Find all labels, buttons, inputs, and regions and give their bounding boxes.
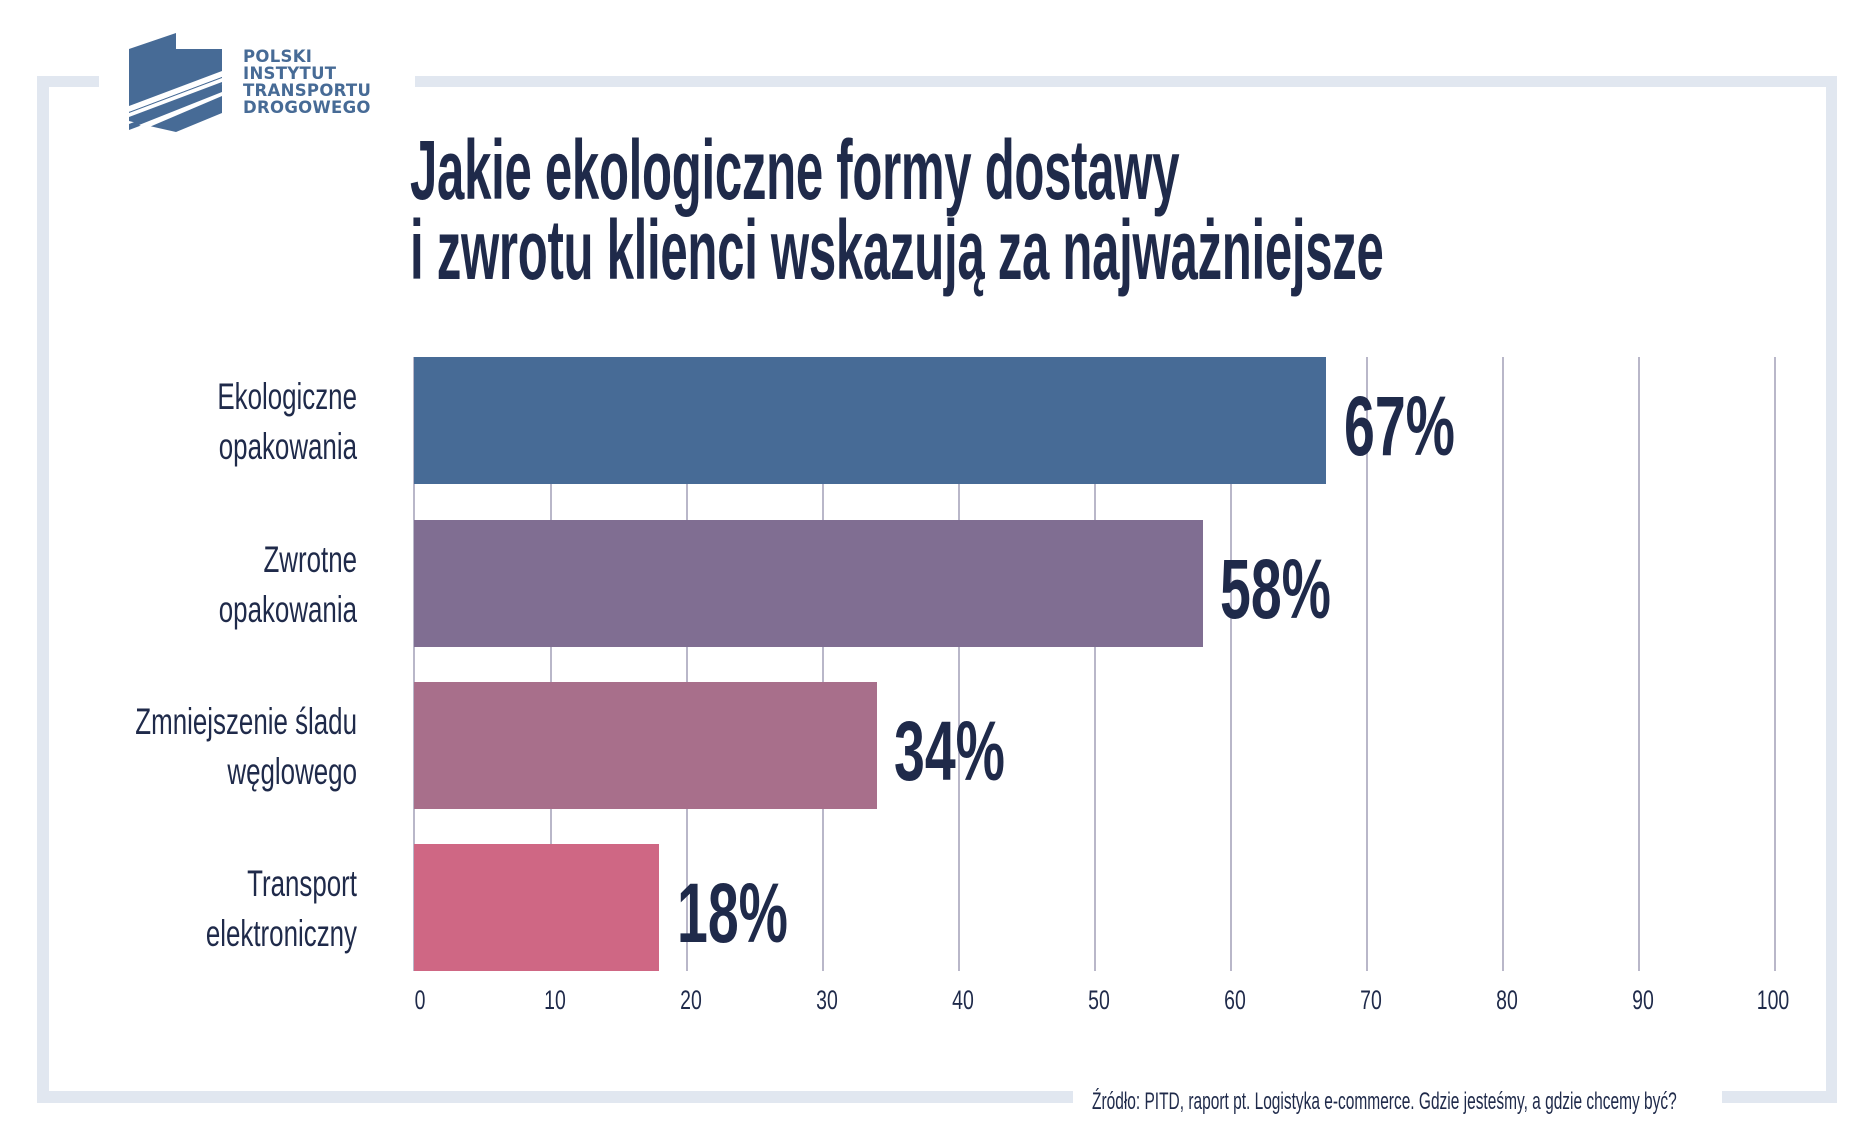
- logo-line: TRANSPORTU: [243, 81, 372, 100]
- gridline-90: [1638, 357, 1640, 971]
- x-tick: 20: [680, 985, 702, 1015]
- frame-top-right: [415, 76, 1837, 87]
- category-label-line: Ekologiczne: [217, 376, 357, 417]
- category-label: Zwrotne opakowania: [119, 535, 357, 635]
- chart-title-line-1: Jakie ekologiczne formy dostawy: [410, 123, 1180, 217]
- bar-zmniejszenie-sladu-weglowego: [414, 682, 877, 809]
- gridline-10: [550, 357, 552, 971]
- value-label: 34%: [894, 704, 1005, 798]
- gridline-100: [1774, 357, 1776, 971]
- frame-left: [37, 76, 49, 1103]
- x-tick: 40: [952, 985, 974, 1015]
- x-tick: 70: [1360, 985, 1382, 1015]
- logo-line: INSTYTUT: [243, 64, 337, 83]
- frame-bottom-left: [37, 1091, 1073, 1103]
- category-label: Zmniejszenie śladu węglowego: [119, 697, 357, 797]
- chart-title-line-2: i zwrotu klienci wskazują za najważniejs…: [410, 203, 1384, 297]
- x-tick: 10: [544, 985, 566, 1015]
- gridline-80: [1502, 357, 1504, 971]
- gridline-0: [413, 357, 415, 971]
- gridline-60: [1230, 357, 1232, 971]
- category-label-line: Zwrotne: [263, 539, 357, 580]
- category-label: Ekologiczne opakowania: [119, 372, 357, 472]
- x-tick: 0: [414, 985, 426, 1015]
- x-tick: 80: [1496, 985, 1518, 1015]
- frame-right: [1826, 76, 1837, 1103]
- category-label-line: Zmniejszenie śladu: [135, 701, 357, 742]
- chart-title: Jakie ekologiczne formy dostawy i zwrotu…: [410, 123, 1384, 297]
- value-label: 67%: [1344, 379, 1455, 473]
- gridline-40: [958, 357, 960, 971]
- category-label-line: węglowego: [227, 751, 357, 792]
- frame-top-left: [37, 76, 99, 87]
- bar-ekologiczne-opakowania: [414, 357, 1326, 484]
- gridline-20: [686, 357, 688, 971]
- logo-text: POLSKI INSTYTUT TRANSPORTU DROGOWEGO: [243, 48, 371, 116]
- category-label: Transport elektroniczny: [119, 859, 357, 959]
- category-label-line: Transport: [247, 863, 357, 904]
- gridline-50: [1094, 357, 1096, 971]
- x-tick: 100: [1756, 985, 1790, 1015]
- x-tick: 50: [1088, 985, 1110, 1015]
- x-tick: 60: [1224, 985, 1246, 1015]
- x-tick: 30: [816, 985, 838, 1015]
- value-label: 18%: [677, 866, 788, 960]
- logo-line: POLSKI: [243, 47, 313, 66]
- gridline-70: [1366, 357, 1368, 971]
- bar-transport-elektroniczny: [414, 844, 659, 971]
- category-label-line: opakowania: [218, 589, 357, 630]
- gridline-30: [822, 357, 824, 971]
- x-tick: 90: [1632, 985, 1654, 1015]
- logo-line: DROGOWEGO: [243, 98, 371, 117]
- value-label: 58%: [1220, 542, 1331, 636]
- frame-bottom-right: [1722, 1091, 1837, 1103]
- category-label-line: elektroniczny: [205, 913, 357, 954]
- category-label-line: opakowania: [218, 426, 357, 467]
- bar-zwrotne-opakowania: [414, 520, 1203, 647]
- source-note: Źródło: PITD, raport pt. Logistyka e-com…: [1092, 1088, 1677, 1115]
- pitd-logo-icon: [129, 33, 222, 132]
